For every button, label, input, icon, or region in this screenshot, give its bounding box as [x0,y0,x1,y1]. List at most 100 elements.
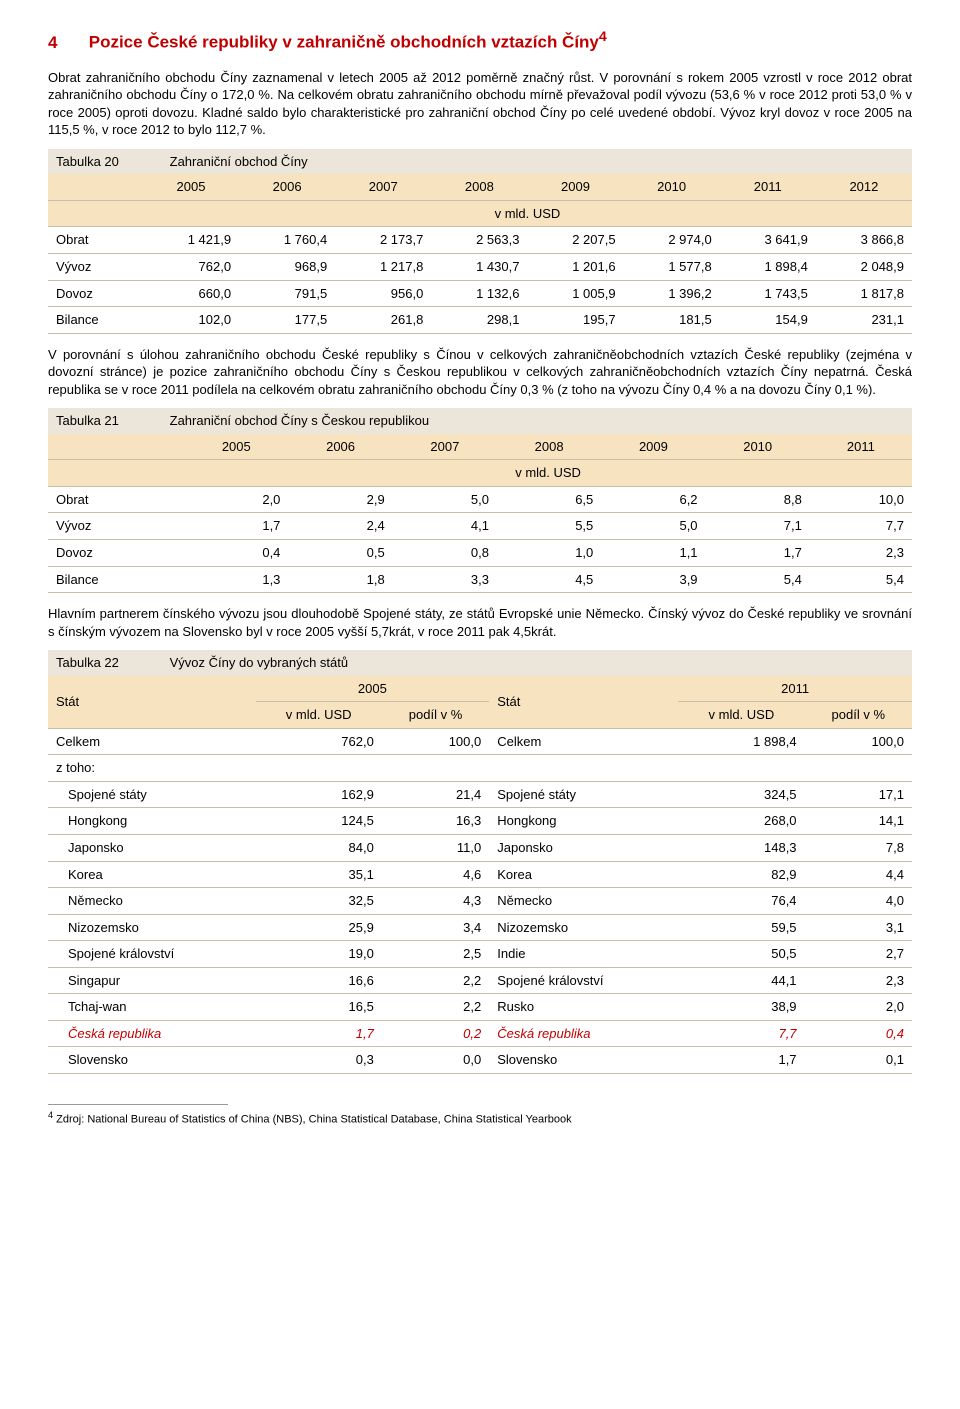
t22-state-left: Tchaj-wan [48,994,256,1021]
table-cell: 3,3 [393,566,497,593]
table-cell: 4,1 [393,513,497,540]
table-cell: 21,4 [382,781,489,808]
table21-year: 2010 [706,434,810,460]
table-cell: 660,0 [143,280,239,307]
table-cell: 5,5 [497,513,601,540]
table21-label: Tabulka 21 [56,412,166,430]
table22-label: Tabulka 22 [56,654,166,672]
table20-year: 2011 [720,174,816,200]
table20-empty-unit [48,200,143,227]
table-cell: 7,7 [810,513,912,540]
t22-state-left: Japonsko [48,835,256,862]
table-cell: 0,1 [805,1047,912,1074]
t22-state-right: Slovensko [489,1047,678,1074]
table-cell: 102,0 [143,307,239,334]
table-cell: 1 760,4 [239,227,335,254]
t22-state-left: Hongkong [48,808,256,835]
table21-year: 2011 [810,434,912,460]
t22-state-right: Nizozemsko [489,914,678,941]
table-cell: 181,5 [624,307,720,334]
table-cell: 956,0 [335,280,431,307]
table20-empty-header [48,174,143,200]
table-cell: 2,3 [810,539,912,566]
table-cell: 0,5 [288,539,392,566]
table-cell: 2,2 [382,994,489,1021]
t22-state-right: Spojené království [489,967,678,994]
table20-label: Tabulka 20 [56,153,166,171]
table20-year: 2010 [624,174,720,200]
table-cell: 1 396,2 [624,280,720,307]
table-cell: 5,4 [706,566,810,593]
table-cell: 16,6 [256,967,382,994]
footnote: 4 Zdroj: National Bureau of Statistics o… [48,1109,912,1128]
table-cell: 5,0 [393,486,497,513]
table-cell: 76,4 [678,888,804,915]
table-cell: 0,0 [382,1047,489,1074]
table-cell: 4,4 [805,861,912,888]
t22-state-left: Celkem [48,728,256,755]
table-cell: 82,9 [678,861,804,888]
table-row-head: Vývoz [48,513,184,540]
table-cell: 3 866,8 [816,227,912,254]
table-cell: 19,0 [256,941,382,968]
t22-state-right: Japonsko [489,835,678,862]
table-cell: 1,0 [497,539,601,566]
table-cell: 6,5 [497,486,601,513]
table-cell: 50,5 [678,941,804,968]
table21-year: 2005 [184,434,288,460]
table-cell: 762,0 [143,253,239,280]
table-cell: 1 817,8 [816,280,912,307]
footnote-text: Zdroj: National Bureau of Statistics of … [56,1114,571,1126]
table-cell: 5,4 [810,566,912,593]
table21-caption: Tabulka 21 Zahraniční obchod Číny s Česk… [48,408,912,434]
table-cell: 25,9 [256,914,382,941]
table-cell: 1 421,9 [143,227,239,254]
table-cell: 1 217,8 [335,253,431,280]
table-cell: 1 430,7 [431,253,527,280]
table21-empty-header [48,434,184,460]
table-cell: 968,9 [239,253,335,280]
table-cell: 0,4 [805,1020,912,1047]
table20-year: 2012 [816,174,912,200]
t22-stat-right: Stát [489,676,678,729]
table-cell: 195,7 [527,307,623,334]
table-cell [256,755,382,782]
table-cell: 0,8 [393,539,497,566]
table-row-head: Obrat [48,227,143,254]
table-cell: 4,5 [497,566,601,593]
t22-state-right: Indie [489,941,678,968]
t22-state-right: Německo [489,888,678,915]
table-cell: 261,8 [335,307,431,334]
table-cell: 1,7 [706,539,810,566]
t22-state-left: Česká republika [48,1020,256,1047]
t22-state-left: Korea [48,861,256,888]
table-cell: 2,3 [805,967,912,994]
table-cell: 298,1 [431,307,527,334]
table21-year: 2006 [288,434,392,460]
table20-year: 2008 [431,174,527,200]
table-cell: 84,0 [256,835,382,862]
t22-state-right: Spojené státy [489,781,678,808]
table-cell: 154,9 [720,307,816,334]
table-cell: 177,5 [239,307,335,334]
table-cell: 231,1 [816,307,912,334]
table22-title: Vývoz Číny do vybraných států [170,655,348,670]
t22-sub-usd-l: v mld. USD [256,702,382,729]
paragraph-1: Obrat zahraničního obchodu Číny zaznamen… [48,69,912,139]
table-row-head: Vývoz [48,253,143,280]
table-cell: 7,8 [805,835,912,862]
table-cell: 1,3 [184,566,288,593]
table-cell: 4,0 [805,888,912,915]
table-cell: 1 898,4 [678,728,804,755]
t22-year-left: 2005 [256,676,490,702]
table21-unit: v mld. USD [184,460,912,487]
t22-state-left: Spojené státy [48,781,256,808]
paragraph-3: Hlavním partnerem čínského vývozu jsou d… [48,605,912,640]
table-cell: 1,8 [288,566,392,593]
table-cell: 2 207,5 [527,227,623,254]
t22-state-left: Singapur [48,967,256,994]
table-cell [805,755,912,782]
table-cell: 268,0 [678,808,804,835]
table20-title: Zahraniční obchod Číny [170,154,308,169]
table-cell: 2,4 [288,513,392,540]
